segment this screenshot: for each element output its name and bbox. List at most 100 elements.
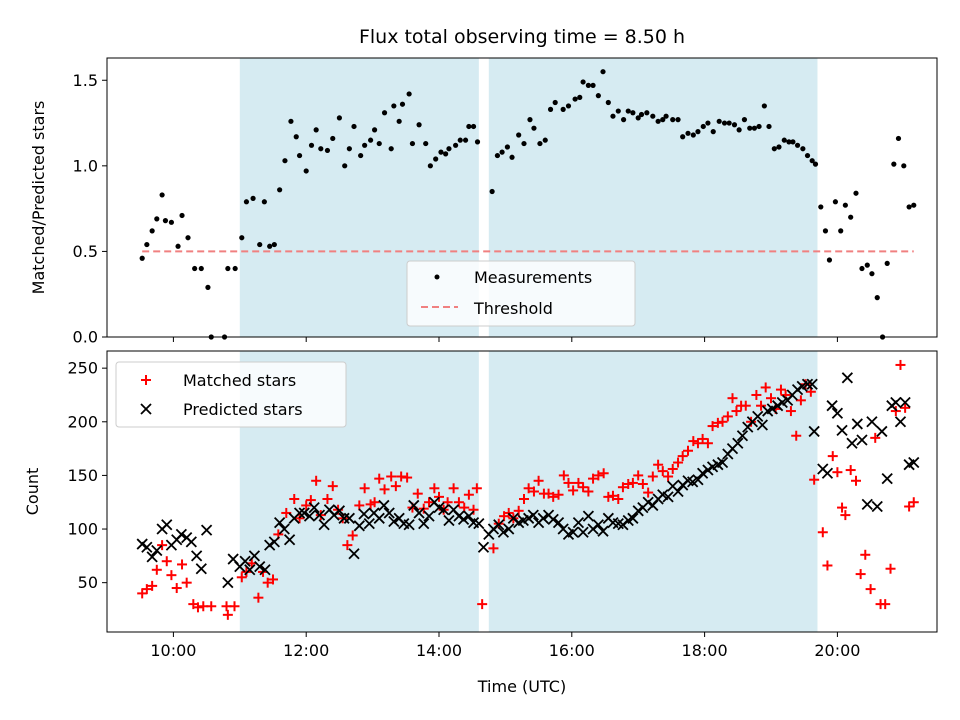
measurement-point xyxy=(901,163,907,169)
marker-stroke xyxy=(537,512,549,524)
measurement-point xyxy=(809,158,815,164)
matched-star-point xyxy=(850,475,861,486)
predicted-star-point xyxy=(141,541,153,553)
marker-stroke xyxy=(806,378,818,390)
matched-star-point xyxy=(633,470,644,481)
measurement-point xyxy=(499,149,505,155)
matched-star-point xyxy=(192,602,203,613)
marker-stroke xyxy=(846,437,858,449)
predicted-star-point xyxy=(151,544,163,557)
measurement-point xyxy=(308,142,315,148)
matched-star-point xyxy=(369,497,380,508)
measurement-point xyxy=(685,130,691,136)
measurement-point xyxy=(818,204,824,210)
marker-stroke xyxy=(672,485,684,498)
matched-star-point xyxy=(412,488,423,499)
predicted-star-point xyxy=(527,509,539,521)
matched-star-point xyxy=(553,489,564,500)
marker-stroke xyxy=(876,425,888,438)
bottom-legend-box xyxy=(115,361,347,428)
top-legend-box xyxy=(406,260,636,327)
marker-stroke xyxy=(497,526,510,538)
measurement-point xyxy=(670,117,676,123)
marker-stroke xyxy=(457,513,470,526)
matched-star-point xyxy=(756,400,767,411)
marker-stroke xyxy=(195,563,207,575)
legend-threshold-label: Threshold xyxy=(473,299,553,318)
measurement-point xyxy=(812,161,819,167)
legend-predicted-label: Predicted stars xyxy=(183,400,303,419)
marker-stroke xyxy=(175,528,188,541)
marker-stroke xyxy=(298,507,310,519)
predicted-star-point xyxy=(846,437,858,449)
measurement-point xyxy=(406,91,412,97)
matched-star-point xyxy=(712,417,723,428)
matched-star-point xyxy=(643,487,654,498)
matched-star-point xyxy=(206,601,217,612)
marker-stroke xyxy=(682,475,694,487)
matched-star-point xyxy=(548,491,559,502)
marker-stroke xyxy=(378,499,390,512)
measurement-point xyxy=(416,122,422,128)
predicted-star-point xyxy=(627,512,639,524)
measurement-point xyxy=(838,228,844,234)
matched-star-point xyxy=(402,472,413,483)
marker-stroke xyxy=(473,518,485,530)
marker-stroke xyxy=(453,510,465,522)
predicted-star-point xyxy=(175,528,188,541)
predicted-star-point xyxy=(473,518,485,530)
measurement-point xyxy=(630,110,636,116)
marker-stroke xyxy=(358,508,370,520)
matched-star-point xyxy=(822,560,833,571)
predicted-star-point xyxy=(403,519,415,531)
measurement-point xyxy=(832,199,839,205)
measurement-point xyxy=(620,117,627,123)
measurement-point xyxy=(741,117,748,123)
bottom-y-ticks: 50 100 150 200 250 xyxy=(67,359,107,592)
measurement-point xyxy=(655,118,661,124)
legend-measurements-marker xyxy=(434,274,440,280)
predicted-star-point xyxy=(283,534,296,546)
matched-star-point xyxy=(161,556,172,567)
chart-title: Flux total observing time = 8.50 h xyxy=(359,26,685,48)
marker-stroke xyxy=(908,456,920,469)
matched-star-point xyxy=(533,475,544,486)
marker-stroke xyxy=(333,505,346,517)
y-tick-label: 1.0 xyxy=(73,156,98,175)
matched-star-point xyxy=(463,489,474,500)
measurement-point xyxy=(250,195,256,201)
measurement-point xyxy=(175,243,181,249)
predicted-star-point xyxy=(313,509,326,521)
predicted-star-point xyxy=(547,513,559,526)
matched-star-point xyxy=(637,478,648,489)
marker-stroke xyxy=(899,396,911,409)
measurement-point xyxy=(293,134,299,140)
matched-star-point xyxy=(677,451,688,462)
measurement-point xyxy=(864,262,870,268)
measurement-point xyxy=(376,140,382,147)
measurement-point xyxy=(457,137,463,143)
marker-stroke xyxy=(318,519,330,531)
legend-measurements-label: Measurements xyxy=(474,268,592,287)
predicted-star-point xyxy=(443,514,455,527)
matched-star-point xyxy=(166,570,177,581)
marker-stroke xyxy=(547,513,559,526)
marker-stroke xyxy=(826,400,838,412)
marker-stroke xyxy=(363,518,375,530)
marker-stroke xyxy=(268,536,280,548)
predicted-star-points xyxy=(136,372,920,589)
marker-stroke xyxy=(278,523,290,535)
marker-stroke xyxy=(894,416,907,428)
predicted-star-point xyxy=(672,485,684,498)
measurement-point xyxy=(731,122,738,128)
matched-star-point xyxy=(390,481,401,492)
predicted-star-point xyxy=(438,504,450,516)
predicted-star-point xyxy=(239,555,251,567)
marker-stroke xyxy=(151,544,163,557)
x-tick-label: 12:00 xyxy=(283,641,329,660)
predicted-star-point xyxy=(418,518,430,530)
x-tick-label: 14:00 xyxy=(416,641,462,660)
measurement-point xyxy=(906,204,912,210)
marker-stroke xyxy=(597,525,609,537)
matched-star-point xyxy=(617,482,628,493)
